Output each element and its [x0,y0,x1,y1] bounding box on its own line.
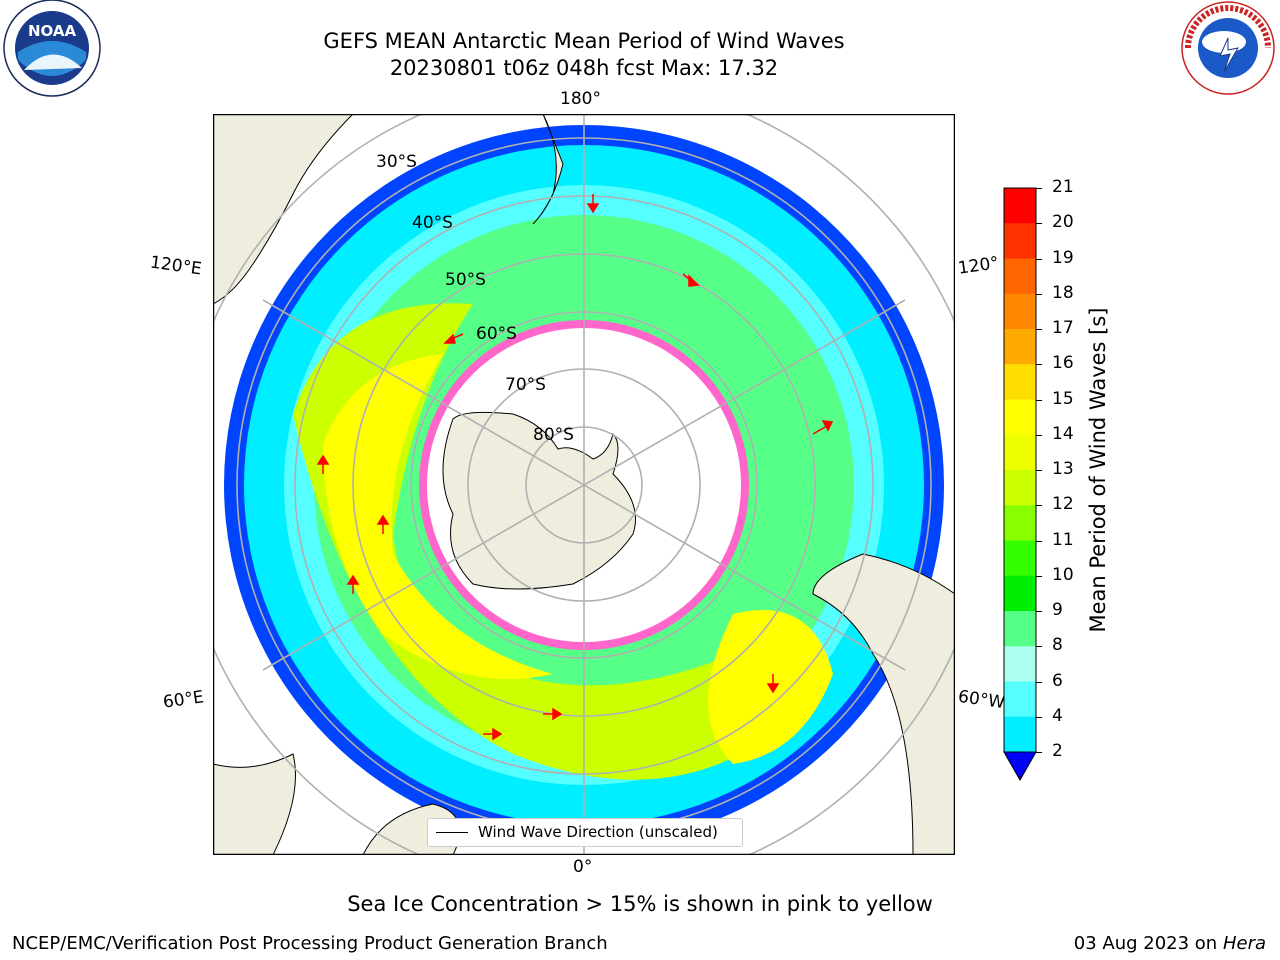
colorbar-tick-label: 6 [1052,670,1063,691]
colorbar-tick-mark [1036,470,1042,471]
lon-label-60e: 60°E [161,687,206,713]
colorbar-tick-label: 18 [1052,282,1074,303]
colorbar-segment [1004,540,1036,577]
sea-ice-note: Sea Ice Concentration > 15% is shown in … [347,892,933,916]
colorbar-segment [1004,329,1036,365]
colorbar-segment [1004,364,1036,400]
colorbar-tick-label: 16 [1052,353,1074,374]
colorbar-tick-mark [1036,188,1042,189]
colorbar-tick-mark [1036,575,1042,577]
colorbar-tick-label: 13 [1052,459,1074,479]
colorbar-tick-mark [1036,505,1042,507]
noaa-logo: NOAA [3,0,101,97]
colorbar-tick-mark [1036,716,1042,718]
credit-date: 03 Aug 2023 on Hera [1074,933,1266,954]
lon-label-60w: 60°W [956,686,1007,714]
colorbar [1003,187,1037,782]
colorbar-segment [1004,188,1036,224]
colorbar-tick-mark [1036,223,1042,225]
colorbar-tick-mark [1036,293,1042,295]
colorbar-tick-label: 8 [1052,635,1063,656]
colorbar-tick-mark [1036,752,1042,753]
colorbar-segment [1004,611,1036,647]
colorbar-tick-label: 20 [1052,212,1074,233]
colorbar-tick-mark [1036,611,1042,612]
map-panel [213,114,955,855]
noaa-logo-text: NOAA [28,22,77,40]
credit-date-text: 03 Aug 2023 on [1073,933,1218,954]
legend-line-swatch [436,832,468,833]
colorbar-segment [1004,293,1036,330]
colorbar-tick-label: 4 [1052,705,1063,726]
colorbar-segment [1004,505,1036,541]
colorbar-tick-label: 12 [1052,494,1074,515]
colorbar-tick-label: 10 [1052,564,1074,585]
land-masses [213,114,955,855]
colorbar-tick-label: 14 [1052,423,1074,444]
colorbar-segment [1004,223,1036,259]
colorbar-tick-label: 9 [1052,600,1063,620]
chart-title: GEFS MEAN Antarctic Mean Period of Wind … [323,29,845,53]
lat-label-40s: 40°S [412,213,453,233]
nws-logo [1181,1,1275,95]
graticule [213,114,955,855]
credit-branch: NCEP/EMC/Verification Post Processing Pr… [12,933,608,954]
colorbar-extend-arrow [1003,751,1037,782]
lat-label-70s: 70°S [505,375,546,395]
lat-label-80s: 80°S [533,425,574,445]
colorbar-tick-mark [1036,258,1042,260]
colorbar-tick-mark [1036,681,1042,683]
lon-label-180: 180° [560,89,601,109]
colorbar-tick-label: 19 [1052,247,1074,268]
colorbar-tick-mark [1036,364,1042,366]
colorbar-segment [1004,646,1036,682]
colorbar-tick-label: 2 [1052,741,1063,761]
colorbar-tick-mark [1036,434,1042,436]
lat-label-50s: 50°S [445,270,486,290]
credit-machine: Hera [1222,933,1266,954]
lat-label-60s: 60°S [476,324,517,344]
lat-label-30s: 30°S [376,152,417,172]
colorbar-tick-label: 11 [1052,529,1074,550]
lon-label-120w: 120° [956,253,1001,279]
lon-label-0: 0° [573,857,593,877]
colorbar-segment [1004,716,1036,753]
chart-subtitle: 20230801 t06z 048h fcst Max: 17.32 [389,56,779,80]
colorbar-tick-mark [1036,646,1042,648]
colorbar-segment [1004,681,1036,718]
colorbar-tick-mark [1036,540,1042,542]
lon-label-120e: 120°E [148,252,203,280]
colorbar-segment [1004,434,1036,471]
colorbar-tick-label: 21 [1052,177,1074,197]
legend-label: Wind Wave Direction (unscaled) [478,823,718,841]
wind-wave-arrows [316,194,834,741]
map-legend: Wind Wave Direction (unscaled) [427,818,743,847]
colorbar-segment [1004,470,1036,506]
colorbar-tick-label: 15 [1052,388,1074,409]
colorbar-tick-mark [1036,399,1042,401]
colorbar-segment [1004,399,1036,436]
colorbar-segment [1004,258,1036,295]
colorbar-tick-label: 17 [1052,318,1074,338]
colorbar-label: Mean Period of Wind Waves [s] [1086,307,1110,633]
colorbar-tick-mark [1036,329,1042,330]
colorbar-segment [1004,575,1036,612]
